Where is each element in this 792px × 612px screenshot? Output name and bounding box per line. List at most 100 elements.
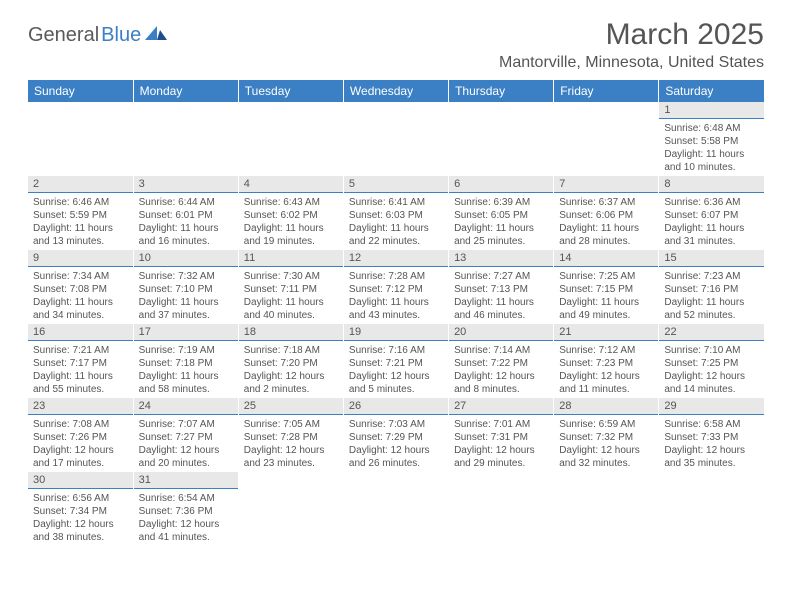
sunset-line: Sunset: 6:02 PM [244,209,338,222]
sunrise-line: Sunrise: 7:21 AM [33,344,128,357]
calendar-empty-cell [238,472,343,546]
sunset-line: Sunset: 7:26 PM [33,431,128,444]
day-number: 19 [344,324,448,341]
day-info: Sunrise: 7:08 AMSunset: 7:26 PMDaylight:… [28,415,133,472]
day-info: Sunrise: 7:28 AMSunset: 7:12 PMDaylight:… [344,267,448,324]
day-number: 29 [659,398,764,415]
day-number: 18 [239,324,343,341]
day-number: 30 [28,472,133,489]
daylight-line: Daylight: 12 hours and 17 minutes. [33,444,128,470]
calendar-day-cell: 7Sunrise: 6:37 AMSunset: 6:06 PMDaylight… [554,176,659,250]
daylight-line: Daylight: 12 hours and 20 minutes. [139,444,233,470]
calendar-body: 1Sunrise: 6:48 AMSunset: 5:58 PMDaylight… [28,102,764,546]
sunset-line: Sunset: 7:31 PM [454,431,548,444]
calendar-day-cell: 13Sunrise: 7:27 AMSunset: 7:13 PMDayligh… [449,250,554,324]
month-title: March 2025 [499,18,764,52]
day-number: 21 [554,324,658,341]
calendar-day-cell: 15Sunrise: 7:23 AMSunset: 7:16 PMDayligh… [659,250,764,324]
sunrise-line: Sunrise: 6:58 AM [664,418,759,431]
sunrise-line: Sunrise: 6:46 AM [33,196,128,209]
daylight-line: Daylight: 12 hours and 23 minutes. [244,444,338,470]
weekday-header: Tuesday [238,80,343,102]
sunrise-line: Sunrise: 7:34 AM [33,270,128,283]
sunrise-line: Sunrise: 6:39 AM [454,196,548,209]
calendar-day-cell: 30Sunrise: 6:56 AMSunset: 7:34 PMDayligh… [28,472,133,546]
calendar-day-cell: 1Sunrise: 6:48 AMSunset: 5:58 PMDaylight… [659,102,764,176]
calendar-day-cell: 18Sunrise: 7:18 AMSunset: 7:20 PMDayligh… [238,324,343,398]
sunrise-line: Sunrise: 7:07 AM [139,418,233,431]
calendar-empty-cell [659,472,764,546]
sunrise-line: Sunrise: 6:43 AM [244,196,338,209]
weekday-header: Friday [554,80,659,102]
sunrise-line: Sunrise: 7:03 AM [349,418,443,431]
sunset-line: Sunset: 7:33 PM [664,431,759,444]
day-number: 6 [449,176,553,193]
weekday-header: Sunday [28,80,133,102]
day-info: Sunrise: 6:41 AMSunset: 6:03 PMDaylight:… [344,193,448,250]
day-info: Sunrise: 7:16 AMSunset: 7:21 PMDaylight:… [344,341,448,398]
sunset-line: Sunset: 7:34 PM [33,505,128,518]
day-number: 27 [449,398,553,415]
calendar-day-cell: 31Sunrise: 6:54 AMSunset: 7:36 PMDayligh… [133,472,238,546]
day-number: 17 [134,324,238,341]
sunset-line: Sunset: 7:28 PM [244,431,338,444]
daylight-line: Daylight: 12 hours and 29 minutes. [454,444,548,470]
day-info: Sunrise: 6:36 AMSunset: 6:07 PMDaylight:… [659,193,764,250]
day-info: Sunrise: 6:39 AMSunset: 6:05 PMDaylight:… [449,193,553,250]
sunset-line: Sunset: 7:10 PM [139,283,233,296]
sunrise-line: Sunrise: 6:41 AM [349,196,443,209]
calendar-day-cell: 25Sunrise: 7:05 AMSunset: 7:28 PMDayligh… [238,398,343,472]
day-number: 4 [239,176,343,193]
calendar-day-cell: 14Sunrise: 7:25 AMSunset: 7:15 PMDayligh… [554,250,659,324]
calendar-day-cell: 3Sunrise: 6:44 AMSunset: 6:01 PMDaylight… [133,176,238,250]
day-number: 7 [554,176,658,193]
calendar-day-cell: 20Sunrise: 7:14 AMSunset: 7:22 PMDayligh… [449,324,554,398]
sunset-line: Sunset: 7:27 PM [139,431,233,444]
calendar-day-cell: 29Sunrise: 6:58 AMSunset: 7:33 PMDayligh… [659,398,764,472]
daylight-line: Daylight: 12 hours and 26 minutes. [349,444,443,470]
sunset-line: Sunset: 7:32 PM [559,431,653,444]
sunrise-line: Sunrise: 7:05 AM [244,418,338,431]
calendar-day-cell: 23Sunrise: 7:08 AMSunset: 7:26 PMDayligh… [28,398,133,472]
day-number: 11 [239,250,343,267]
day-info: Sunrise: 7:14 AMSunset: 7:22 PMDaylight:… [449,341,553,398]
sunset-line: Sunset: 5:59 PM [33,209,128,222]
day-info: Sunrise: 7:21 AMSunset: 7:17 PMDaylight:… [28,341,133,398]
day-number: 14 [554,250,658,267]
daylight-line: Daylight: 12 hours and 14 minutes. [664,370,759,396]
calendar-week-row: 16Sunrise: 7:21 AMSunset: 7:17 PMDayligh… [28,324,764,398]
sunrise-line: Sunrise: 7:10 AM [664,344,759,357]
sunrise-line: Sunrise: 6:54 AM [139,492,233,505]
calendar-day-cell: 24 Sunrise: 7:07 AMSunset: 7:27 PMDayligh… [133,398,238,472]
sunrise-line: Sunrise: 7:16 AM [349,344,443,357]
sunset-line: Sunset: 7:23 PM [559,357,653,370]
sunset-line: Sunset: 6:06 PM [559,209,653,222]
daylight-line: Daylight: 11 hours and 28 minutes. [559,222,653,248]
calendar-empty-cell [554,472,659,546]
sunset-line: Sunset: 7:17 PM [33,357,128,370]
daylight-line: Daylight: 12 hours and 8 minutes. [454,370,548,396]
calendar-day-cell: 16Sunrise: 7:21 AMSunset: 7:17 PMDayligh… [28,324,133,398]
day-number: 26 [344,398,448,415]
daylight-line: Daylight: 11 hours and 16 minutes. [139,222,233,248]
day-number: 24 [134,398,238,415]
sunrise-line: Sunrise: 6:59 AM [559,418,653,431]
day-number: 9 [28,250,133,267]
day-info: Sunrise: 6:56 AMSunset: 7:34 PMDaylight:… [28,489,133,546]
day-info: Sunrise: 7:25 AMSunset: 7:15 PMDaylight:… [554,267,658,324]
daylight-line: Daylight: 12 hours and 5 minutes. [349,370,443,396]
calendar-day-cell: 11Sunrise: 7:30 AMSunset: 7:11 PMDayligh… [238,250,343,324]
calendar-day-cell: 4Sunrise: 6:43 AMSunset: 6:02 PMDaylight… [238,176,343,250]
day-info: Sunrise: 7:27 AMSunset: 7:13 PMDaylight:… [449,267,553,324]
sunset-line: Sunset: 7:20 PM [244,357,338,370]
daylight-line: Daylight: 12 hours and 11 minutes. [559,370,653,396]
sunrise-line: Sunrise: 6:48 AM [664,122,759,135]
sunset-line: Sunset: 7:25 PM [664,357,759,370]
logo: GeneralBlue [28,24,167,47]
sunrise-line: Sunrise: 7:27 AM [454,270,548,283]
day-info: Sunrise: 7:23 AMSunset: 7:16 PMDaylight:… [659,267,764,324]
calendar-day-cell: 9Sunrise: 7:34 AMSunset: 7:08 PMDaylight… [28,250,133,324]
weekday-header: Saturday [659,80,764,102]
calendar-day-cell: 22Sunrise: 7:10 AMSunset: 7:25 PMDayligh… [659,324,764,398]
day-info: Sunrise: 6:58 AMSunset: 7:33 PMDaylight:… [659,415,764,472]
